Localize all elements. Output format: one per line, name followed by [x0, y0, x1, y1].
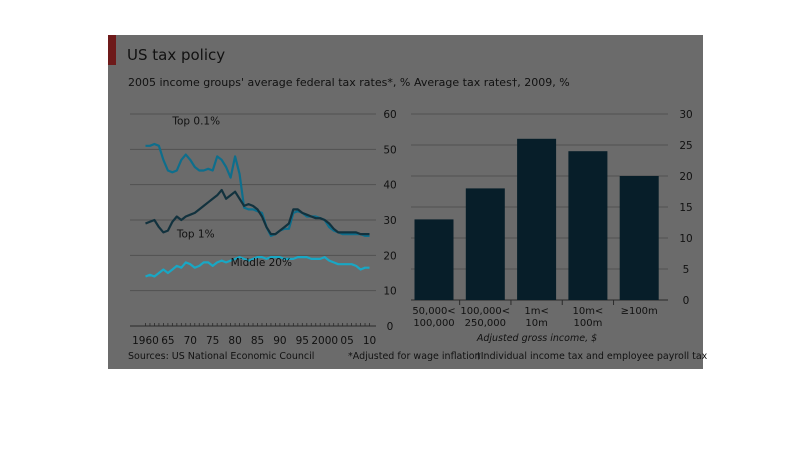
category-label: 100,000<	[460, 306, 510, 317]
source-note: Sources: US National Economic Council	[128, 351, 315, 362]
category-label: 50,000<	[412, 306, 455, 317]
y-tick-label: 10	[679, 233, 692, 245]
x-tick-label: 70	[184, 335, 197, 347]
category-label: 10m<	[572, 306, 603, 317]
bar	[517, 138, 557, 300]
x-tick-label: 2000	[311, 335, 338, 347]
category-label: 100m	[573, 318, 602, 329]
series-line	[145, 142, 370, 237]
y-tick-label: 20	[679, 171, 692, 183]
y-tick-label: 60	[383, 109, 396, 121]
x-axis-title: Adjusted gross income, $	[476, 333, 597, 344]
bar	[465, 188, 505, 300]
line-chart: 0 10 20 30 40 50 60 1960 65 70 75 80 85 90 95 2000 05 10 T…	[130, 109, 397, 347]
y-tick-label: 25	[679, 140, 692, 152]
x-tick-label: 80	[228, 335, 241, 347]
x-tick-label: 65	[161, 335, 174, 347]
y-tick-label: 40	[383, 180, 396, 192]
category-label: 1m<	[524, 306, 548, 317]
x-tick-label: 05	[340, 335, 353, 347]
category-label: 10m	[525, 318, 547, 329]
y-tick-label: 5	[683, 264, 690, 276]
bar	[619, 176, 659, 300]
bar-chart-title: Average tax rates†, 2009, %	[414, 76, 570, 89]
y-tick-label: 0	[387, 321, 394, 333]
y-tick-label: 30	[679, 109, 692, 121]
footnote-wage: *Adjusted for wage inflation	[348, 351, 481, 362]
chart-figure: US tax policy 2005 income groups' averag…	[108, 35, 707, 369]
y-tick-label: 50	[383, 144, 396, 156]
bar	[568, 151, 608, 300]
x-tick-label: 1960	[132, 335, 159, 347]
bar	[414, 219, 454, 300]
x-tick-label: 75	[206, 335, 219, 347]
y-tick-label: 0	[683, 295, 690, 307]
category-label: 100,000	[413, 318, 454, 329]
x-tick-label: 95	[296, 335, 309, 347]
figure-title: US tax policy	[127, 46, 226, 64]
y-tick-label: 20	[383, 250, 396, 262]
y-tick-label: 10	[383, 286, 396, 298]
series-label: Middle 20%	[231, 257, 292, 269]
x-tick-label: 10	[363, 335, 376, 347]
category-label: ≥100m	[621, 306, 658, 317]
y-tick-label: 30	[383, 215, 396, 227]
line-chart-title: 2005 income groups' average federal tax …	[128, 76, 411, 89]
series-label: Top 1%	[176, 229, 215, 241]
x-tick-label: 85	[251, 335, 264, 347]
footnote-tax: †Individual income tax and employee payr…	[476, 351, 708, 362]
series-line	[145, 256, 370, 278]
x-tick-label: 90	[273, 335, 286, 347]
category-label: 250,000	[465, 318, 506, 329]
series-line	[145, 188, 370, 236]
series-label: Top 0.1%	[171, 116, 220, 128]
accent-tab	[108, 35, 116, 65]
bar-chart: 0 5 10 15 20 25 30 50,000<100,000 100,000<250,00…	[411, 109, 693, 344]
y-tick-label: 15	[679, 202, 692, 214]
